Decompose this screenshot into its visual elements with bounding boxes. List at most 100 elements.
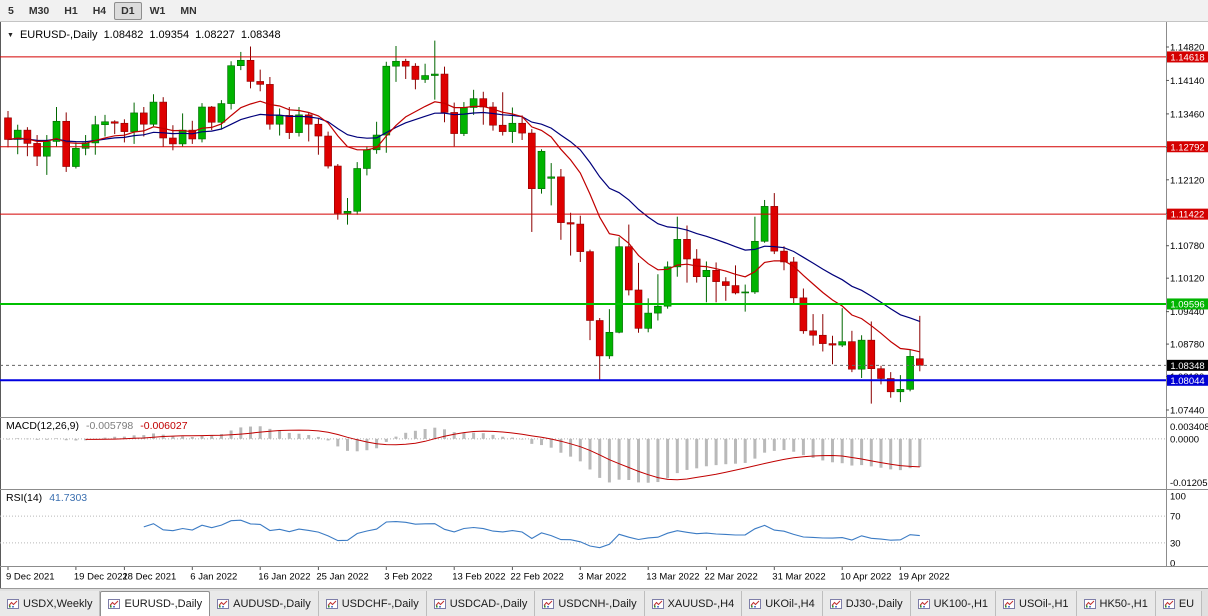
- tab-usdcad-daily[interactable]: USDCAD-,Daily: [426, 591, 536, 616]
- tab-hk50-h1[interactable]: HK50-,H1: [1076, 591, 1156, 616]
- candle: [72, 148, 80, 167]
- timeframe-mn[interactable]: MN: [173, 2, 203, 20]
- rsi-label: RSI(14): [6, 492, 43, 504]
- tab-eurusd-daily[interactable]: EURUSD-,Daily: [100, 591, 211, 616]
- timeframe-5[interactable]: 5: [1, 2, 21, 20]
- svg-text:0: 0: [1170, 559, 1175, 570]
- macd-histogram: [6, 426, 922, 483]
- candle: [508, 122, 517, 132]
- svg-text:19 Apr 2022: 19 Apr 2022: [898, 572, 949, 583]
- candle: [896, 389, 905, 393]
- candle: [760, 206, 769, 242]
- svg-text:22 Mar 2022: 22 Mar 2022: [704, 572, 757, 583]
- candle: [169, 137, 177, 145]
- candle: [13, 129, 22, 140]
- price-badge: [1167, 141, 1208, 153]
- timeframe-m30[interactable]: M30: [22, 2, 56, 20]
- chart-icon: [1083, 598, 1096, 609]
- svg-text:1.08348: 1.08348: [1170, 361, 1204, 372]
- macd-header: MACD(12,26,9) -0.005798 -0.006027: [6, 420, 188, 432]
- chart-icon: [217, 598, 230, 609]
- chart-region[interactable]: 0.0034080.0000-0.012058100703001.148201.…: [0, 22, 1208, 588]
- svg-text:1.14820: 1.14820: [1170, 43, 1204, 54]
- candle: [498, 124, 507, 132]
- tab-xauusd-h4[interactable]: XAUUSD-,H4: [644, 591, 743, 616]
- candle: [295, 114, 303, 133]
- timeframe-h1[interactable]: H1: [57, 2, 84, 20]
- candle: [877, 368, 885, 379]
- rsi-header: RSI(14) 41.7303: [6, 492, 87, 504]
- candle: [188, 129, 197, 140]
- svg-text:1.12792: 1.12792: [1170, 142, 1204, 153]
- candle: [818, 334, 827, 344]
- timeframe-d1[interactable]: D1: [114, 1, 142, 20]
- macd-value-main: -0.005798: [85, 420, 134, 432]
- tab-label: USDCHF-,Daily: [341, 597, 419, 610]
- chart-icon: [433, 598, 446, 609]
- ohlc-close: 1.08348: [240, 29, 281, 41]
- candle: [848, 341, 856, 370]
- tab-usdcnh-daily[interactable]: USDCNH-,Daily: [535, 591, 645, 616]
- candle: [799, 297, 808, 332]
- candle: [450, 112, 459, 134]
- candle: [469, 98, 478, 108]
- candle: [789, 261, 798, 299]
- candle: [101, 121, 109, 126]
- candle: [246, 59, 255, 82]
- candle: [353, 168, 362, 212]
- tab-ukoil-h4[interactable]: UKOil-,H4: [742, 591, 823, 616]
- tab-label: EURUSD-,Daily: [124, 598, 203, 610]
- candle: [237, 59, 245, 66]
- candle: [828, 343, 837, 346]
- svg-text:3 Feb 2022: 3 Feb 2022: [384, 572, 432, 583]
- candle: [576, 223, 585, 252]
- chart-ohlc-header: ▼ EURUSD-,Daily 1.08482 1.09354 1.08227 …: [7, 29, 281, 41]
- chart-tabs-bar: USDX,Weekly EURUSD-,Daily AUDUSD-,Daily USD…: [0, 588, 1208, 616]
- candle: [4, 117, 12, 140]
- candle: [654, 305, 662, 314]
- svg-text:30: 30: [1170, 538, 1181, 549]
- price-badge: [1167, 51, 1208, 63]
- candle: [392, 60, 400, 67]
- candle: [159, 101, 167, 139]
- chart-canvas[interactable]: 0.0034080.0000-0.012058100703001.148201.…: [0, 22, 1208, 588]
- candle: [460, 107, 468, 134]
- candle: [692, 258, 701, 278]
- candle: [333, 165, 342, 214]
- svg-text:31 Mar 2022: 31 Mar 2022: [772, 572, 825, 583]
- tab-label: XAUUSD-,H4: [667, 597, 735, 610]
- tab-uk100-h1[interactable]: UK100-,H1: [910, 591, 997, 616]
- ohlc-low: 1.08227: [195, 29, 235, 41]
- candle: [809, 330, 817, 336]
- tab-audusd-daily[interactable]: AUDUSD-,Daily: [210, 591, 319, 616]
- candle: [867, 339, 876, 369]
- tab-dj30-daily[interactable]: DJ30-,Daily: [822, 591, 911, 616]
- tab-usdx-weekly[interactable]: USDX,Weekly: [0, 591, 101, 616]
- svg-text:3 Mar 2022: 3 Mar 2022: [578, 572, 626, 583]
- svg-text:6 Jan 2022: 6 Jan 2022: [190, 572, 237, 583]
- candle: [62, 120, 71, 167]
- candle: [595, 320, 604, 357]
- svg-text:19 Dec 2021: 19 Dec 2021: [74, 572, 128, 583]
- svg-text:16 Jan 2022: 16 Jan 2022: [258, 572, 310, 583]
- candle: [624, 246, 633, 291]
- svg-text:13 Feb 2022: 13 Feb 2022: [452, 572, 505, 583]
- chart-collapse-icon[interactable]: ▼: [7, 31, 14, 39]
- candle: [751, 240, 759, 293]
- candle: [227, 65, 235, 104]
- tab-eu[interactable]: EU: [1155, 591, 1203, 616]
- tab-label: UKOil-,H4: [765, 597, 815, 610]
- candle: [586, 251, 594, 321]
- tab-usdchf-daily[interactable]: USDCHF-,Daily: [318, 591, 427, 616]
- tab-label: AUDUSD-,Daily: [233, 597, 311, 610]
- svg-text:1.07440: 1.07440: [1170, 406, 1204, 417]
- candle: [915, 358, 924, 366]
- tab-usoil-h1[interactable]: USOil-,H1: [996, 591, 1077, 616]
- svg-text:1.14140: 1.14140: [1170, 76, 1204, 87]
- chart-icon: [1162, 598, 1175, 609]
- timeframe-w1[interactable]: W1: [143, 2, 173, 20]
- candle: [663, 266, 672, 307]
- timeframe-h4[interactable]: H4: [86, 2, 113, 20]
- svg-text:1.10120: 1.10120: [1170, 274, 1204, 285]
